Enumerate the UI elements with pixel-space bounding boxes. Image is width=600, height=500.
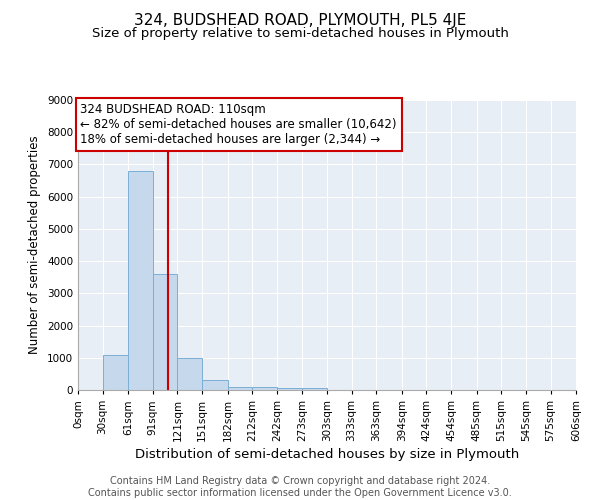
Bar: [103, 354, 128, 390]
Bar: [302, 388, 327, 390]
Bar: [128, 171, 153, 390]
X-axis label: Distribution of semi-detached houses by size in Plymouth: Distribution of semi-detached houses by …: [135, 448, 519, 461]
Bar: [227, 387, 252, 390]
Text: Size of property relative to semi-detached houses in Plymouth: Size of property relative to semi-detach…: [92, 28, 508, 40]
Bar: [202, 380, 227, 390]
Bar: [277, 388, 302, 390]
Text: 324, BUDSHEAD ROAD, PLYMOUTH, PL5 4JE: 324, BUDSHEAD ROAD, PLYMOUTH, PL5 4JE: [134, 12, 466, 28]
Y-axis label: Number of semi-detached properties: Number of semi-detached properties: [28, 136, 41, 354]
Text: Contains HM Land Registry data © Crown copyright and database right 2024.
Contai: Contains HM Land Registry data © Crown c…: [88, 476, 512, 498]
Text: 324 BUDSHEAD ROAD: 110sqm
← 82% of semi-detached houses are smaller (10,642)
18%: 324 BUDSHEAD ROAD: 110sqm ← 82% of semi-…: [80, 103, 397, 146]
Bar: [252, 387, 277, 390]
Bar: [178, 358, 202, 390]
Bar: [153, 274, 178, 390]
